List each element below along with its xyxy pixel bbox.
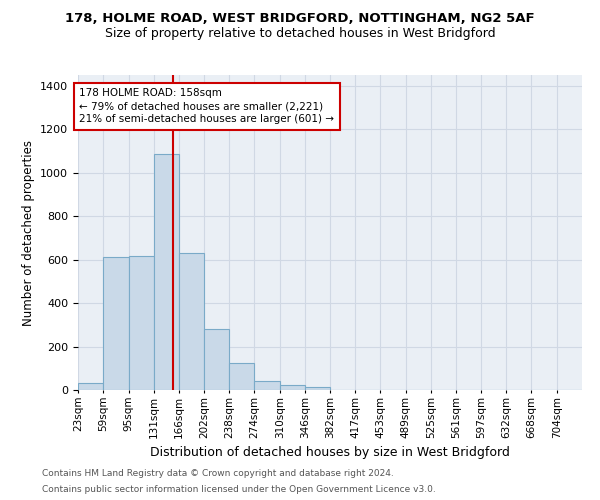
X-axis label: Distribution of detached houses by size in West Bridgford: Distribution of detached houses by size … (150, 446, 510, 459)
Bar (78, 384, 103, 390)
Y-axis label: Number of detached properties: Number of detached properties (22, 140, 35, 326)
Bar (204, 329, 229, 390)
Text: 178 HOLME ROAD: 158sqm
← 79% of detached houses are smaller (2,221)
21% of semi-: 178 HOLME ROAD: 158sqm ← 79% of detached… (79, 88, 334, 124)
Bar (254, 381, 280, 390)
Bar (229, 363, 254, 390)
Text: 178, HOLME ROAD, WEST BRIDGFORD, NOTTINGHAM, NG2 5AF: 178, HOLME ROAD, WEST BRIDGFORD, NOTTING… (65, 12, 535, 26)
Text: Contains HM Land Registry data © Crown copyright and database right 2024.: Contains HM Land Registry data © Crown c… (42, 468, 394, 477)
Bar (128, 256, 154, 390)
Text: Size of property relative to detached houses in West Bridgford: Size of property relative to detached ho… (104, 28, 496, 40)
Bar (305, 386, 331, 390)
Bar (179, 253, 204, 390)
Bar (103, 258, 128, 390)
Bar (280, 384, 305, 390)
Text: Contains public sector information licensed under the Open Government Licence v3: Contains public sector information licen… (42, 485, 436, 494)
Bar (154, 154, 179, 390)
